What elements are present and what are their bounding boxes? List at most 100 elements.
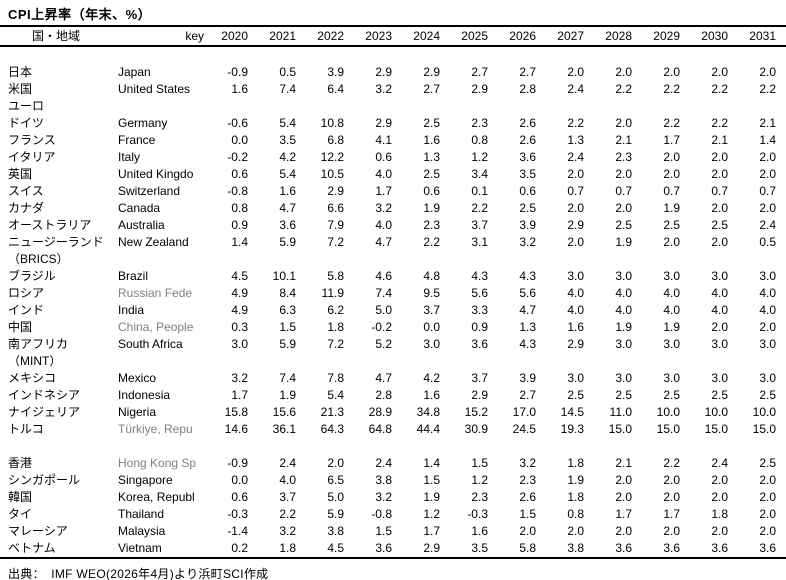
value-cell <box>738 46 786 64</box>
value-cell: 6.5 <box>327 473 344 487</box>
value-cell: 7.4 <box>375 286 392 300</box>
value-cell: 1.6 <box>423 133 440 147</box>
value-cell: 0.6 <box>231 490 248 504</box>
value-cell: 2.9 <box>423 65 440 79</box>
region-label: オーストラリア <box>8 218 92 232</box>
key-label: Australia <box>118 218 165 232</box>
value-cell: 15.8 <box>224 405 248 419</box>
value-cell: 2.0 <box>663 65 680 79</box>
value-cell: 2.2 <box>663 82 680 96</box>
value-cell <box>306 438 354 455</box>
value-cell: 2.0 <box>615 201 632 215</box>
value-cell: 2.9 <box>567 218 584 232</box>
value-cell: 2.0 <box>615 490 632 504</box>
value-cell <box>738 98 786 115</box>
table-row: （MINT） <box>0 353 786 370</box>
value-cell: 2.0 <box>711 150 728 164</box>
value-cell: 2.0 <box>663 490 680 504</box>
value-cell: 1.9 <box>615 235 632 249</box>
value-cell: 36.1 <box>272 422 296 436</box>
header-year-2021: 2021 <box>258 27 306 47</box>
value-cell: 2.3 <box>471 116 488 130</box>
value-cell: 4.3 <box>471 269 488 283</box>
value-cell: 2.1 <box>759 116 776 130</box>
value-cell: 0.2 <box>231 541 248 555</box>
value-cell: 2.4 <box>759 218 776 232</box>
value-cell: 2.5 <box>423 167 440 181</box>
key-label <box>112 438 210 455</box>
value-cell: 0.7 <box>567 184 584 198</box>
table-row: 日本 Japan -0.9 0.5 3.9 2.9 2.9 2.7 2.7 2.… <box>0 64 786 81</box>
value-cell <box>594 353 642 370</box>
value-cell: 5.2 <box>375 337 392 351</box>
region-label: 韓国 <box>8 490 33 504</box>
value-cell: 3.0 <box>759 371 776 385</box>
value-cell: 2.8 <box>519 82 536 96</box>
value-cell: 10.8 <box>320 116 344 130</box>
region-label: ドイツ <box>8 116 45 130</box>
value-cell: 4.9 <box>231 286 248 300</box>
value-cell: 2.0 <box>519 524 536 538</box>
value-cell: -0.8 <box>227 184 248 198</box>
value-cell: 2.2 <box>471 201 488 215</box>
value-cell: 7.4 <box>279 82 296 96</box>
value-cell: 2.0 <box>759 201 776 215</box>
value-cell: 6.6 <box>327 201 344 215</box>
value-cell: 4.7 <box>375 235 392 249</box>
value-cell: 3.7 <box>279 490 296 504</box>
value-cell: 7.4 <box>279 371 296 385</box>
value-cell: 3.0 <box>711 269 728 283</box>
key-label: Thailand <box>118 507 165 521</box>
region-label: トルコ <box>8 422 44 436</box>
key-label: Germany <box>118 116 168 130</box>
table-row: 中国 China, People 0.3 1.5 1.8 -0.2 0.0 0.… <box>0 319 786 336</box>
value-cell: 5.9 <box>327 507 344 521</box>
key-label: Vietnam <box>118 541 162 555</box>
value-cell: 12.2 <box>320 150 344 164</box>
table-row: イタリア Italy -0.2 4.2 12.2 0.6 1.3 1.2 3.6… <box>0 149 786 166</box>
value-cell <box>258 98 306 115</box>
table-row: 米国 United States 1.6 7.4 6.4 3.2 2.7 2.9… <box>0 81 786 98</box>
value-cell: 0.8 <box>231 201 248 215</box>
value-cell: 4.0 <box>567 286 584 300</box>
value-cell: 2.0 <box>663 167 680 181</box>
value-cell: 4.0 <box>759 303 776 317</box>
value-cell <box>594 251 642 268</box>
value-cell: 2.5 <box>663 218 680 232</box>
table-body: 日本 Japan -0.9 0.5 3.9 2.9 2.9 2.7 2.7 2.… <box>0 46 786 558</box>
table-row: ブラジル Brazil 4.5 10.1 5.8 4.6 4.8 4.3 4.3… <box>0 268 786 285</box>
value-cell: 2.1 <box>615 133 632 147</box>
value-cell: 4.9 <box>231 303 248 317</box>
table-row: スイス Switzerland -0.8 1.6 2.9 1.7 0.6 0.1… <box>0 183 786 200</box>
value-cell: 2.0 <box>759 490 776 504</box>
key-label: New Zealand <box>118 235 189 249</box>
value-cell: 2.7 <box>519 65 536 79</box>
value-cell: 2.2 <box>663 116 680 130</box>
value-cell: 2.0 <box>711 490 728 504</box>
value-cell: 10.0 <box>752 405 776 419</box>
cpi-table: 国・地域 key 2020 2021 2022 2023 2024 2025 2… <box>0 27 786 559</box>
value-cell: 1.8 <box>567 456 584 470</box>
value-cell: 3.0 <box>615 269 632 283</box>
value-cell: 1.2 <box>423 507 440 521</box>
value-cell: 2.2 <box>615 82 632 96</box>
value-cell: 3.9 <box>519 218 536 232</box>
value-cell <box>450 251 498 268</box>
value-cell <box>210 438 258 455</box>
value-cell: 2.3 <box>615 150 632 164</box>
table-header-row: 国・地域 key 2020 2021 2022 2023 2024 2025 2… <box>0 27 786 47</box>
value-cell: 6.4 <box>327 82 344 96</box>
region-label: カナダ <box>8 201 45 215</box>
value-cell: 3.6 <box>711 541 728 555</box>
value-cell: 2.5 <box>615 388 632 402</box>
value-cell <box>354 46 402 64</box>
region-label: （MINT） <box>8 354 62 368</box>
value-cell: 3.0 <box>663 371 680 385</box>
value-cell: 0.8 <box>471 133 488 147</box>
value-cell: 2.2 <box>711 82 728 96</box>
value-cell: 3.5 <box>471 541 488 555</box>
value-cell: -0.2 <box>371 320 392 334</box>
table-row: シンガポール Singapore 0.0 4.0 6.5 3.8 1.5 1.2… <box>0 472 786 489</box>
value-cell: -0.3 <box>467 507 488 521</box>
value-cell <box>354 251 402 268</box>
